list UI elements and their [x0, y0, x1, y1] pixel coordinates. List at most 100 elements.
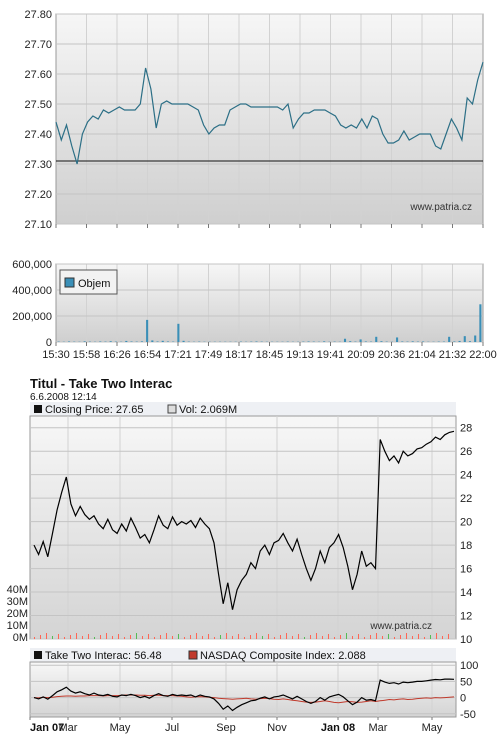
volume-bar — [100, 635, 101, 639]
volume-bar — [76, 633, 77, 639]
volume-bar — [310, 635, 311, 639]
volume-bar — [364, 637, 365, 639]
svg-text:NASDAQ Composite Index: 2.088: NASDAQ Composite Index: 2.088 — [200, 650, 366, 662]
x-tick-label: 19:41 — [317, 349, 345, 361]
x-tick-label: 21:32 — [439, 349, 467, 361]
volume-bar — [401, 341, 404, 342]
volume-bar — [202, 636, 203, 639]
volume-bar — [346, 633, 347, 639]
y-tick-label: 27.70 — [24, 39, 52, 51]
volume-bar — [184, 637, 185, 639]
x-tick-label: Nov — [267, 722, 287, 734]
volume-bar — [388, 634, 389, 639]
volume-bar — [304, 637, 305, 639]
volume-bar — [109, 341, 112, 342]
y-tick-label: 20 — [460, 517, 472, 529]
x-tick-label: Mar — [369, 722, 388, 734]
x-tick-label: 19:13 — [286, 349, 314, 361]
x-tick-label: Jan 08 — [321, 722, 355, 734]
y-tick-label: 27.10 — [24, 219, 52, 231]
y-tick-label: 27.50 — [24, 99, 52, 111]
volume-bar — [130, 341, 133, 342]
price-series-line — [55, 61, 484, 165]
volume-bar — [130, 635, 131, 639]
x-tick-label: 15:30 — [42, 349, 70, 361]
volume-bar — [226, 633, 227, 639]
volume-bar — [292, 636, 293, 639]
y-tick-label: 50 — [460, 676, 472, 688]
y-tick-label: 10 — [460, 634, 472, 646]
volume-bar — [178, 634, 179, 639]
y-tick-label: 18 — [460, 540, 472, 552]
x-tick-label: 18:45 — [256, 349, 284, 361]
volume-bar — [244, 637, 245, 639]
x-tick-label: 18:17 — [225, 349, 253, 361]
x-tick-label: 22:00 — [469, 349, 497, 361]
x-tick-label: 20:36 — [378, 349, 406, 361]
volume-tick-label: 30M — [7, 596, 28, 608]
y-tick-label: 0 — [46, 337, 52, 349]
volume-bar — [376, 633, 377, 639]
volume-bar — [34, 637, 35, 639]
volume-bar — [458, 340, 461, 342]
volume-bar — [340, 635, 341, 639]
y-tick-label: 27.40 — [24, 129, 52, 141]
vol-label: Vol: — [179, 404, 197, 416]
volume-bar — [286, 633, 287, 639]
volume-bar — [343, 338, 347, 342]
x-tick-label: May — [422, 722, 443, 734]
y-tick-label: 24 — [460, 470, 472, 482]
volume-bar — [148, 634, 149, 639]
volume-bar — [436, 633, 437, 639]
compare-plot-area — [29, 661, 457, 718]
volume-bar — [394, 637, 395, 639]
x-tick-label: 17:49 — [195, 349, 223, 361]
volume-bar — [125, 340, 128, 342]
volume-bar — [422, 341, 425, 342]
volume-bar — [474, 335, 477, 342]
volume-tick-label: 0M — [13, 632, 28, 644]
volume-bar — [280, 635, 281, 639]
nasdaq-value: 2.088 — [338, 650, 366, 662]
svg-text:Take Two Interac: 56.48: Take Two Interac: 56.48 — [45, 650, 162, 662]
y-tick-label: 600,000 — [12, 259, 52, 271]
volume-bar — [453, 341, 456, 342]
x-tick-label: 21:04 — [408, 349, 436, 361]
volume-bar — [46, 633, 47, 639]
volume-bar — [172, 636, 173, 639]
volume-bar — [406, 633, 407, 639]
volume-bar — [166, 341, 169, 342]
volume-bar — [298, 634, 299, 639]
y-tick-label: 27.30 — [24, 159, 52, 171]
volume-bar — [430, 635, 431, 639]
closing-price-value: 27.65 — [116, 404, 144, 416]
watermark: www.patria.cz — [409, 202, 472, 213]
volume-bar — [463, 336, 466, 342]
x-tick-label: Mar — [59, 722, 78, 734]
y-tick-label: 400,000 — [12, 285, 52, 297]
y-tick-label: 14 — [460, 587, 472, 599]
volume-bar — [182, 340, 185, 342]
volume-bar — [40, 635, 41, 639]
volume-bar — [136, 633, 137, 639]
volume-bar — [67, 341, 71, 342]
volume-bar — [154, 637, 155, 639]
x-tick-label: 16:54 — [134, 349, 162, 361]
volume-bar — [352, 636, 353, 639]
volume-bar — [468, 341, 472, 342]
volume-tick-label: 40M — [7, 584, 28, 596]
closing-price-swatch — [34, 405, 42, 413]
volume-bar — [274, 637, 275, 639]
ttwo-label: Take Two Interac: — [45, 650, 131, 662]
y-tick-label: 27.20 — [24, 189, 52, 201]
volume-bar — [151, 340, 154, 342]
volume-bar — [442, 636, 443, 639]
x-tick-label: May — [110, 722, 131, 734]
volume-bar — [328, 634, 329, 639]
volume-bar — [106, 633, 107, 639]
volume-bar — [359, 339, 362, 342]
y-tick-label: 200,000 — [12, 311, 52, 323]
x-tick-label: 15:58 — [73, 349, 101, 361]
volume-bar — [323, 341, 326, 342]
